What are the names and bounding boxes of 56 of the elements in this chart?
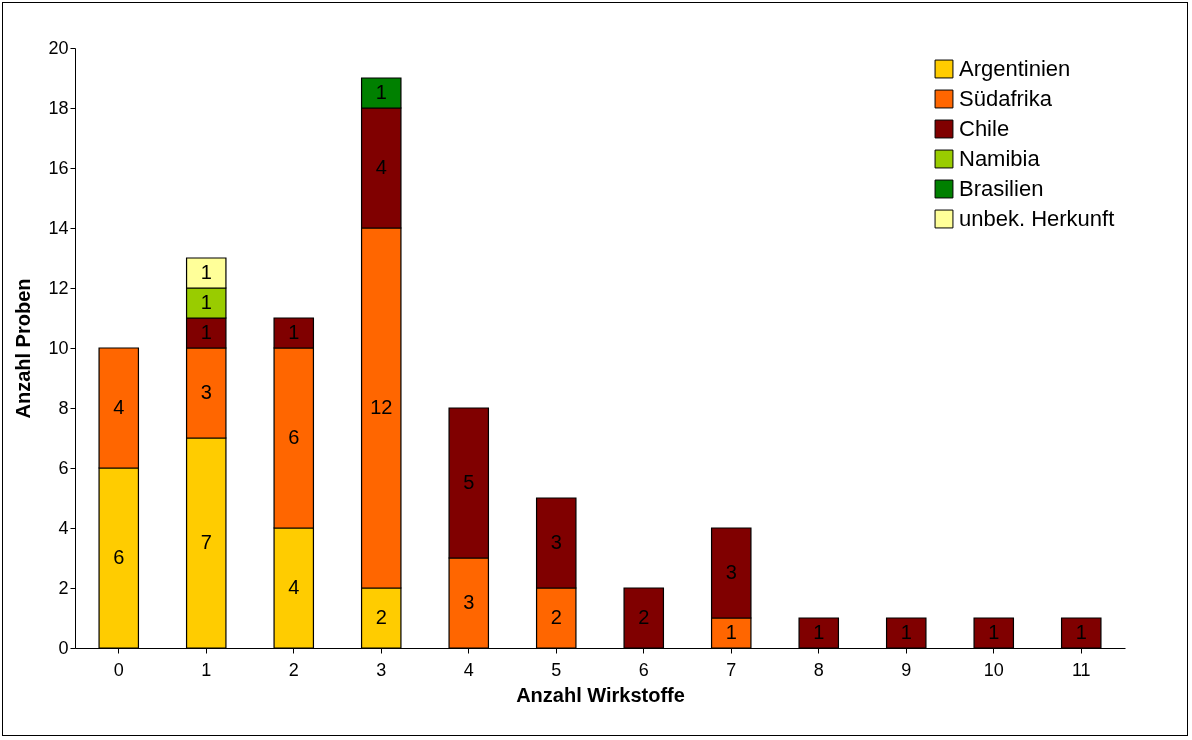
x-tick-label: 8 <box>813 659 824 680</box>
data-label: 1 <box>200 291 212 313</box>
data-label: 1 <box>288 321 300 343</box>
y-tick-label: 14 <box>48 217 69 238</box>
x-axis-title: Anzahl Wirkstoffe <box>516 683 685 706</box>
x-tick-label: 3 <box>376 659 387 680</box>
data-label: 4 <box>113 396 125 418</box>
data-label: 4 <box>375 156 387 178</box>
x-tick-label: 0 <box>113 659 124 680</box>
y-tick-label: 6 <box>58 457 69 478</box>
data-label: 1 <box>725 621 737 643</box>
data-label: 3 <box>463 591 475 613</box>
y-tick-label: 0 <box>58 637 69 658</box>
x-tick-label: 2 <box>288 659 299 680</box>
data-label: 1 <box>375 81 387 103</box>
x-tick-label: 9 <box>901 659 912 680</box>
data-label: 3 <box>200 381 212 403</box>
data-label: 1 <box>200 261 212 283</box>
legend-label: Argentinien <box>959 56 1071 81</box>
y-tick-label: 20 <box>48 37 69 58</box>
legend-label: Südafrika <box>959 86 1053 111</box>
x-tick-label: 5 <box>551 659 562 680</box>
x-tick-label: 10 <box>983 659 1004 680</box>
data-label: 7 <box>200 531 212 553</box>
y-tick-label: 4 <box>58 517 69 538</box>
data-label: 2 <box>638 606 650 628</box>
legend-label: Chile <box>959 116 1010 141</box>
y-axis-title: Anzahl Proben <box>12 278 35 419</box>
legend-label: unbek. Herkunft <box>959 206 1115 231</box>
data-label: 3 <box>725 561 737 583</box>
data-label: 2 <box>375 606 387 628</box>
data-label: 12 <box>370 396 393 418</box>
data-label: 1 <box>200 321 212 343</box>
x-tick-label: 11 <box>1071 659 1091 680</box>
y-tick-label: 16 <box>48 157 69 178</box>
x-tick-label: 4 <box>463 659 474 680</box>
data-label: 6 <box>288 426 300 448</box>
y-tick-label: 2 <box>58 577 69 598</box>
data-label: 6 <box>113 546 125 568</box>
legend-label: Namibia <box>959 146 1041 171</box>
x-tick-label: 7 <box>726 659 737 680</box>
data-label: 5 <box>463 471 475 493</box>
x-tick-label: 6 <box>638 659 649 680</box>
x-tick-label: 1 <box>201 659 212 680</box>
y-tick-label: 8 <box>58 397 69 418</box>
y-tick-label: 12 <box>48 277 69 298</box>
data-label: 1 <box>813 621 825 643</box>
data-label: 4 <box>288 576 300 598</box>
data-label: 1 <box>988 621 1000 643</box>
y-tick-label: 18 <box>48 97 69 118</box>
data-label: 3 <box>550 531 562 553</box>
data-label: 1 <box>900 621 912 643</box>
data-label: 2 <box>550 606 562 628</box>
legend-label: Brasilien <box>959 176 1044 201</box>
data-label: 1 <box>1075 621 1087 643</box>
y-tick-label: 10 <box>48 337 69 358</box>
